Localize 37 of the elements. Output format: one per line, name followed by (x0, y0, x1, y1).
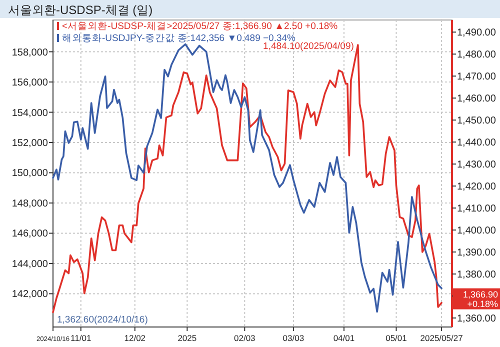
y2-tick-label: 1,450.00 (457, 116, 496, 127)
x-tick-label: 02/03 (234, 333, 256, 343)
legend-label: 해외통화-USDJPY-중간값 종:142,356 ▼0.489 −0.34% (62, 33, 296, 44)
x-tick-label: 2025 (178, 333, 197, 343)
text: 1,366.90 (462, 289, 498, 300)
chart-title: 서울외환-USDSP-체결 (일) (8, 3, 153, 17)
y-tick-label: 148,000 (12, 198, 48, 210)
y2-tick-label: 1,440.00 (457, 138, 496, 149)
y2-tick-label: 1,470.00 (457, 72, 496, 83)
x-tick-label: 12/02 (124, 333, 146, 343)
y2-tick-label: 1,420.00 (457, 182, 496, 193)
y2-tick-label: 1,390.00 (457, 248, 496, 259)
y-tick-label: 142,000 (12, 289, 48, 300)
y-tick-label: 156,000 (12, 78, 48, 89)
y2-tick-label: 1,430.00 (457, 160, 496, 171)
y2-tick-label: 1,380.00 (457, 270, 496, 280)
y-tick-label: 150,000 (12, 168, 48, 180)
annotation: 1,484.10(2025/04/09) (263, 41, 354, 52)
y2-tick-label: 1,460.00 (457, 94, 496, 105)
x-tick-label: 11/01 (70, 333, 92, 343)
legend-label: <서울외환-USDSP-체결>2025/05/27 종:1,366.90 ▲2.50 +0.18% (62, 21, 338, 32)
y-tick-label: 146,000 (12, 228, 48, 240)
y-tick-label: 154,000 (12, 108, 48, 119)
y2-tick-label: 1,480.00 (457, 50, 496, 61)
y-tick-label: 158,000 (12, 47, 48, 58)
x-tick-label: 2025/05/27 (420, 333, 464, 343)
text: +0.18% (467, 298, 498, 309)
annotation: 1,362.60(2024/10/16) (57, 314, 148, 326)
y2-tick-label: 1,490.00 (457, 28, 496, 39)
x-tick-label: 03/03 (282, 333, 304, 343)
x-tick-label: 04/01 (333, 333, 355, 343)
y-tick-label: 144,000 (12, 258, 48, 270)
y2-tick-label: 1,410.00 (457, 204, 496, 215)
y-tick-label: 152,000 (12, 138, 48, 149)
y2-tick-label: 1,360.00 (457, 313, 496, 324)
x-tick-label: 05/01 (386, 333, 408, 343)
y2-tick-label: 1,400.00 (457, 226, 496, 237)
